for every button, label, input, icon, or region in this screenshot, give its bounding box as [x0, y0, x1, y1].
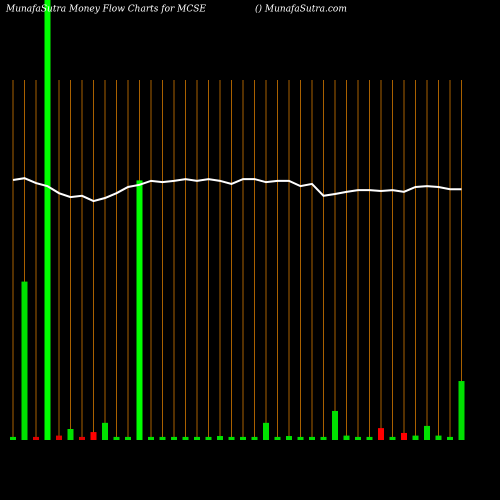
- bar: [79, 436, 85, 440]
- bar: [366, 436, 373, 440]
- bar: [205, 436, 212, 440]
- grid: [12, 80, 462, 440]
- bar: [251, 436, 258, 440]
- bar: [435, 435, 442, 440]
- bar: [21, 281, 28, 440]
- bar: [274, 436, 281, 440]
- bar: [136, 180, 143, 440]
- bar: [320, 436, 327, 440]
- bar: [263, 422, 269, 440]
- bar: [332, 410, 338, 440]
- bar: [113, 436, 120, 440]
- bar: [182, 436, 189, 440]
- bar: [148, 436, 154, 440]
- bar: [355, 436, 361, 440]
- bar: [458, 381, 465, 440]
- bar: [447, 436, 453, 440]
- bar: [412, 435, 419, 440]
- line: [12, 177, 462, 203]
- bar: [102, 422, 108, 440]
- bar: [424, 425, 430, 440]
- bar: [297, 436, 304, 440]
- chart-subtitle: () MunafaSutra.com: [255, 4, 347, 15]
- bar: [90, 432, 97, 440]
- bar: [240, 436, 246, 440]
- bar: [309, 436, 315, 440]
- bar: [10, 436, 16, 440]
- bar: [378, 428, 384, 440]
- bar: [125, 436, 131, 440]
- bar: [67, 429, 74, 440]
- bar: [194, 436, 200, 440]
- bar: [286, 436, 292, 440]
- bar: [159, 436, 166, 440]
- bar: [343, 435, 350, 440]
- bar: [44, 0, 51, 440]
- bar: [33, 436, 39, 440]
- bar: [217, 436, 223, 440]
- bar: [401, 432, 407, 440]
- plot: [10, 0, 465, 440]
- bar: [228, 436, 235, 440]
- chart-title: MunafaSutra Money Flow Charts for MCSE: [5, 5, 206, 15]
- bar: [56, 435, 62, 440]
- bar: [171, 436, 177, 440]
- bar: [389, 436, 396, 440]
